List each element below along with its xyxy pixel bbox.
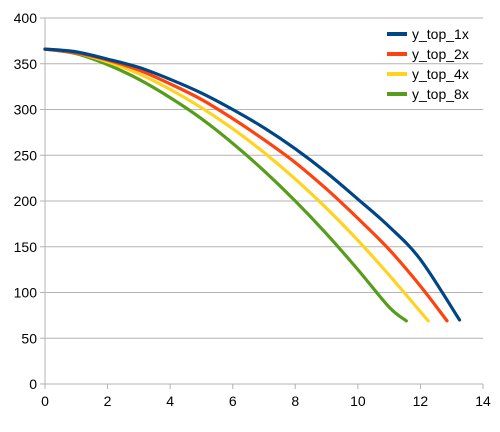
x-tick-label: 6 bbox=[229, 393, 237, 409]
axes bbox=[40, 17, 484, 389]
legend-label: y_top_4x bbox=[412, 66, 469, 82]
tick-labels: 0 50 100 150 200 250 300 350 400 0 2 4 6 8 10 12 14 bbox=[14, 10, 491, 409]
x-tick-label: 2 bbox=[104, 393, 112, 409]
series-line-y-top-2x bbox=[43, 47, 449, 323]
plot-area bbox=[43, 47, 462, 323]
y-tick-label: 100 bbox=[14, 285, 38, 301]
x-tick-label: 14 bbox=[475, 393, 491, 409]
legend: y_top_1x y_top_2x y_top_4x y_top_8x bbox=[387, 26, 469, 102]
series-line-y-top-4x bbox=[43, 47, 430, 323]
y-tick-label: 50 bbox=[21, 330, 37, 346]
y-tick-label: 150 bbox=[14, 239, 38, 255]
y-tick-label: 300 bbox=[14, 102, 38, 118]
series-line-y-top-8x bbox=[43, 47, 408, 323]
x-tick-label: 12 bbox=[413, 393, 429, 409]
y-tick-label: 350 bbox=[14, 56, 38, 72]
y-tick-label: 0 bbox=[29, 376, 37, 392]
legend-label: y_top_1x bbox=[412, 26, 469, 42]
y-tick-label: 400 bbox=[14, 10, 38, 26]
legend-label: y_top_8x bbox=[412, 86, 469, 102]
x-tick-label: 8 bbox=[291, 393, 299, 409]
series-line-y-top-1x bbox=[43, 47, 462, 322]
y-tick-label: 200 bbox=[14, 193, 38, 209]
y-tick-label: 250 bbox=[14, 147, 38, 163]
legend-label: y_top_2x bbox=[412, 46, 469, 62]
x-tick-label: 10 bbox=[350, 393, 366, 409]
x-tick-label: 4 bbox=[166, 393, 174, 409]
x-tick-label: 0 bbox=[41, 393, 49, 409]
